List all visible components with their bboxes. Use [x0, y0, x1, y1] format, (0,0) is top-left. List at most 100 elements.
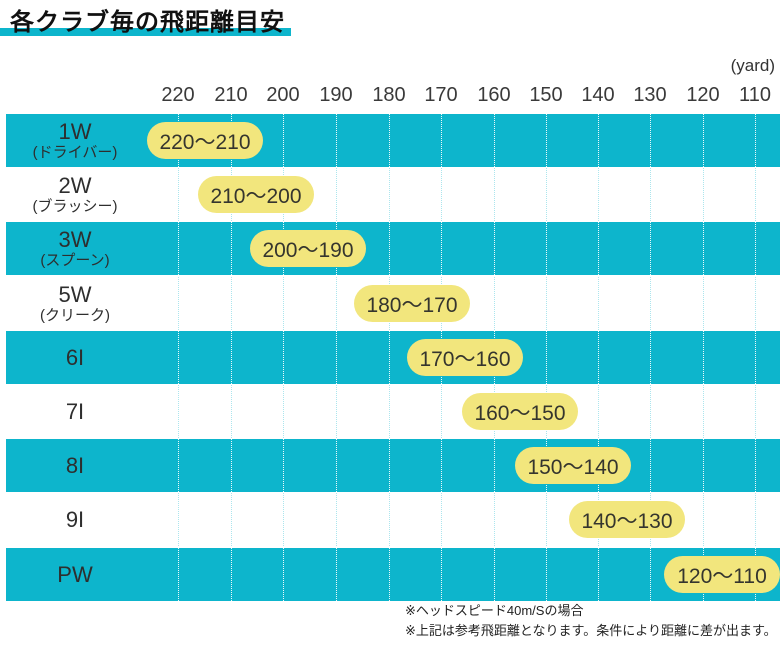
row-pw: PW 120〜110 — [6, 548, 780, 601]
gridline — [546, 493, 547, 546]
yard-unit-label: (yard) — [730, 56, 775, 75]
distance-pill: 180〜170 — [354, 285, 470, 322]
gridline — [389, 114, 390, 167]
gridline — [598, 168, 599, 221]
distance-pill: 140〜130 — [569, 501, 685, 538]
gridline — [389, 439, 390, 492]
gridline — [283, 385, 284, 438]
gridline — [283, 114, 284, 167]
gridline — [650, 277, 651, 330]
footnotes: ※ヘッドスピード40m/Sの場合 ※上記は参考飛距離となります。条件により距離に… — [405, 601, 777, 641]
axis-tick-150: 150 — [529, 84, 563, 106]
axis-tick-200: 200 — [266, 84, 300, 106]
gridline — [389, 168, 390, 221]
gridline — [389, 493, 390, 546]
gridline — [441, 222, 442, 275]
page-title: 各クラブ毎の飛距離目安 — [10, 9, 285, 36]
distance-pill: 150〜140 — [515, 447, 631, 484]
gridline — [494, 114, 495, 167]
gridline — [598, 548, 599, 601]
gridline — [703, 493, 704, 546]
gridline — [755, 493, 756, 546]
gridline — [231, 331, 232, 384]
gridline — [178, 385, 179, 438]
gridline — [703, 222, 704, 275]
gridline — [178, 548, 179, 601]
gridline — [546, 222, 547, 275]
gridline — [336, 114, 337, 167]
distance-pill: 210〜200 — [198, 176, 314, 213]
gridline — [546, 331, 547, 384]
gridline — [650, 114, 651, 167]
gridline — [703, 114, 704, 167]
row-9i: 9I 140〜130 — [6, 493, 780, 546]
axis-tick-170: 170 — [424, 84, 458, 106]
gridline — [336, 331, 337, 384]
gridline — [231, 222, 232, 275]
gridline — [703, 331, 704, 384]
gridline — [546, 114, 547, 167]
gridline — [650, 548, 651, 601]
gridline — [336, 493, 337, 546]
club-label: 1W (ドライバー) — [6, 114, 144, 167]
club-label: 9I — [6, 493, 144, 546]
club-name: 9I — [65, 506, 85, 532]
gridline — [703, 277, 704, 330]
gridline — [755, 439, 756, 492]
gridline — [178, 331, 179, 384]
gridline — [650, 222, 651, 275]
gridline — [336, 168, 337, 221]
gridline — [178, 222, 179, 275]
gridline — [703, 168, 704, 221]
club-name: 5W — [58, 282, 92, 307]
gridline — [389, 331, 390, 384]
club-name: 3W — [58, 227, 92, 252]
club-name: 7I — [65, 398, 85, 424]
title-underline — [0, 28, 291, 36]
row-1w: 1W (ドライバー) 220〜210 — [6, 114, 780, 167]
gridline — [231, 277, 232, 330]
gridline — [494, 439, 495, 492]
gridline — [546, 168, 547, 221]
axis-tick-130: 130 — [633, 84, 667, 106]
axis-tick-160: 160 — [477, 84, 511, 106]
club-label: 5W (クリーク) — [6, 277, 144, 330]
gridline — [283, 331, 284, 384]
club-label: PW — [6, 548, 144, 601]
row-3w: 3W (スプーン) 200〜190 — [6, 222, 780, 275]
gridline — [441, 439, 442, 492]
club-name: 2W — [58, 173, 92, 198]
gridline — [231, 385, 232, 438]
gridline — [283, 493, 284, 546]
club-name: PW — [57, 561, 93, 587]
gridline — [178, 493, 179, 546]
gridline — [598, 385, 599, 438]
gridline — [650, 385, 651, 438]
gridline — [441, 493, 442, 546]
gridline — [598, 277, 599, 330]
gridline — [441, 385, 442, 438]
axis-tick-110: 110 — [739, 84, 771, 106]
gridline — [441, 114, 442, 167]
gridline — [178, 439, 179, 492]
axis-tick-140: 140 — [581, 84, 615, 106]
distance-pill: 170〜160 — [407, 339, 523, 376]
axis-tick-190: 190 — [319, 84, 353, 106]
gridline — [546, 548, 547, 601]
gridline — [178, 168, 179, 221]
gridline — [283, 439, 284, 492]
gridline — [755, 114, 756, 167]
club-label: 7I — [6, 385, 144, 438]
gridline — [231, 493, 232, 546]
gridline — [650, 168, 651, 221]
club-name: 8I — [65, 452, 85, 478]
gridline — [494, 168, 495, 221]
gridline — [598, 331, 599, 384]
gridline — [336, 439, 337, 492]
gridline — [389, 385, 390, 438]
row-6i: 6I 170〜160 — [6, 331, 780, 384]
club-sublabel: (ブラッシー) — [32, 198, 118, 215]
club-label: 3W (スプーン) — [6, 222, 144, 275]
club-label: 2W (ブラッシー) — [6, 168, 144, 221]
gridline — [336, 277, 337, 330]
